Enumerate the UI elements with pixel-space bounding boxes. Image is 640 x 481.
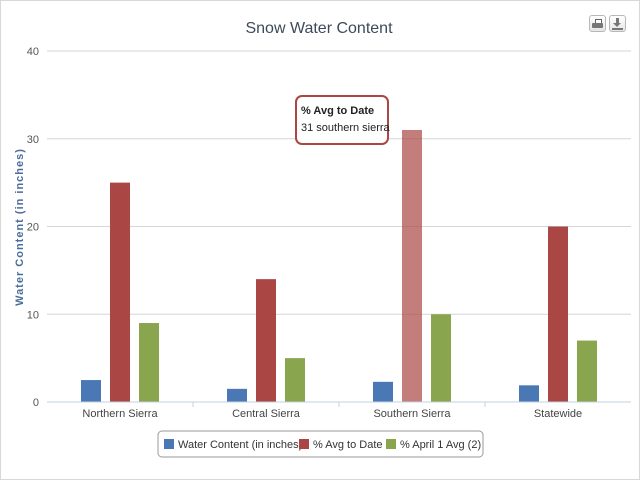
legend-swatch xyxy=(386,439,396,449)
download-icon-tray xyxy=(612,28,623,30)
tooltip: % Avg to Date 31 southern sierra xyxy=(295,95,391,145)
printer-icon-body xyxy=(592,23,603,28)
x-tick-label: Southern Sierra xyxy=(373,408,451,420)
legend-box xyxy=(157,430,484,458)
grid-lines xyxy=(47,50,631,315)
bar-central-sierra-s0[interactable] xyxy=(227,388,247,402)
bar-northern-sierra-s1[interactable] xyxy=(110,182,130,402)
legend-item[interactable]: % Avg to Date xyxy=(313,439,383,451)
bar-statewide-s0[interactable] xyxy=(519,385,539,402)
bar-statewide-s1[interactable] xyxy=(548,226,568,403)
export-button[interactable] xyxy=(609,15,626,32)
tooltip-body: 31 southern sierra xyxy=(301,122,391,134)
legend: Water Content (in inches) % Avg to Date % … xyxy=(157,430,484,458)
bar-southern-sierra-s1[interactable] xyxy=(402,129,422,402)
bar-southern-sierra-s0[interactable] xyxy=(373,381,393,402)
download-icon-arrow xyxy=(613,23,621,27)
y-axis-title: Water Content (in inches) xyxy=(14,148,26,306)
x-tick-label: Statewide xyxy=(534,408,582,420)
axes: 0 10 20 30 40 Northern Sierra Central Sierra So… xyxy=(27,46,631,420)
download-icon xyxy=(616,18,619,24)
legend-swatch xyxy=(164,439,174,449)
tooltip-box xyxy=(295,95,389,145)
y-tick-label: 20 xyxy=(27,222,39,234)
y-tick-label: 40 xyxy=(27,46,39,58)
legend-swatch xyxy=(299,439,309,449)
chart-title: Snow Water Content xyxy=(245,20,393,37)
bar-central-sierra-s2[interactable] xyxy=(285,358,305,402)
bar-northern-sierra-s2[interactable] xyxy=(139,323,159,402)
legend-item[interactable]: Water Content (in inches) xyxy=(178,439,302,451)
print-button[interactable] xyxy=(589,15,606,32)
bar-northern-sierra-s0[interactable] xyxy=(81,380,101,402)
y-tick-label: 0 xyxy=(33,397,39,409)
bars xyxy=(81,129,597,403)
y-tick-label: 30 xyxy=(27,134,39,146)
bar-southern-sierra-s2[interactable] xyxy=(431,314,451,402)
x-tick-label: Central Sierra xyxy=(232,408,301,420)
x-tick-label: Northern Sierra xyxy=(82,408,158,420)
legend-item[interactable]: % April 1 Avg (2) xyxy=(400,439,481,451)
bar-central-sierra-s1[interactable] xyxy=(256,279,276,402)
y-tick-label: 10 xyxy=(27,309,39,321)
tooltip-title: % Avg to Date xyxy=(301,105,374,117)
bar-statewide-s2[interactable] xyxy=(577,340,597,402)
